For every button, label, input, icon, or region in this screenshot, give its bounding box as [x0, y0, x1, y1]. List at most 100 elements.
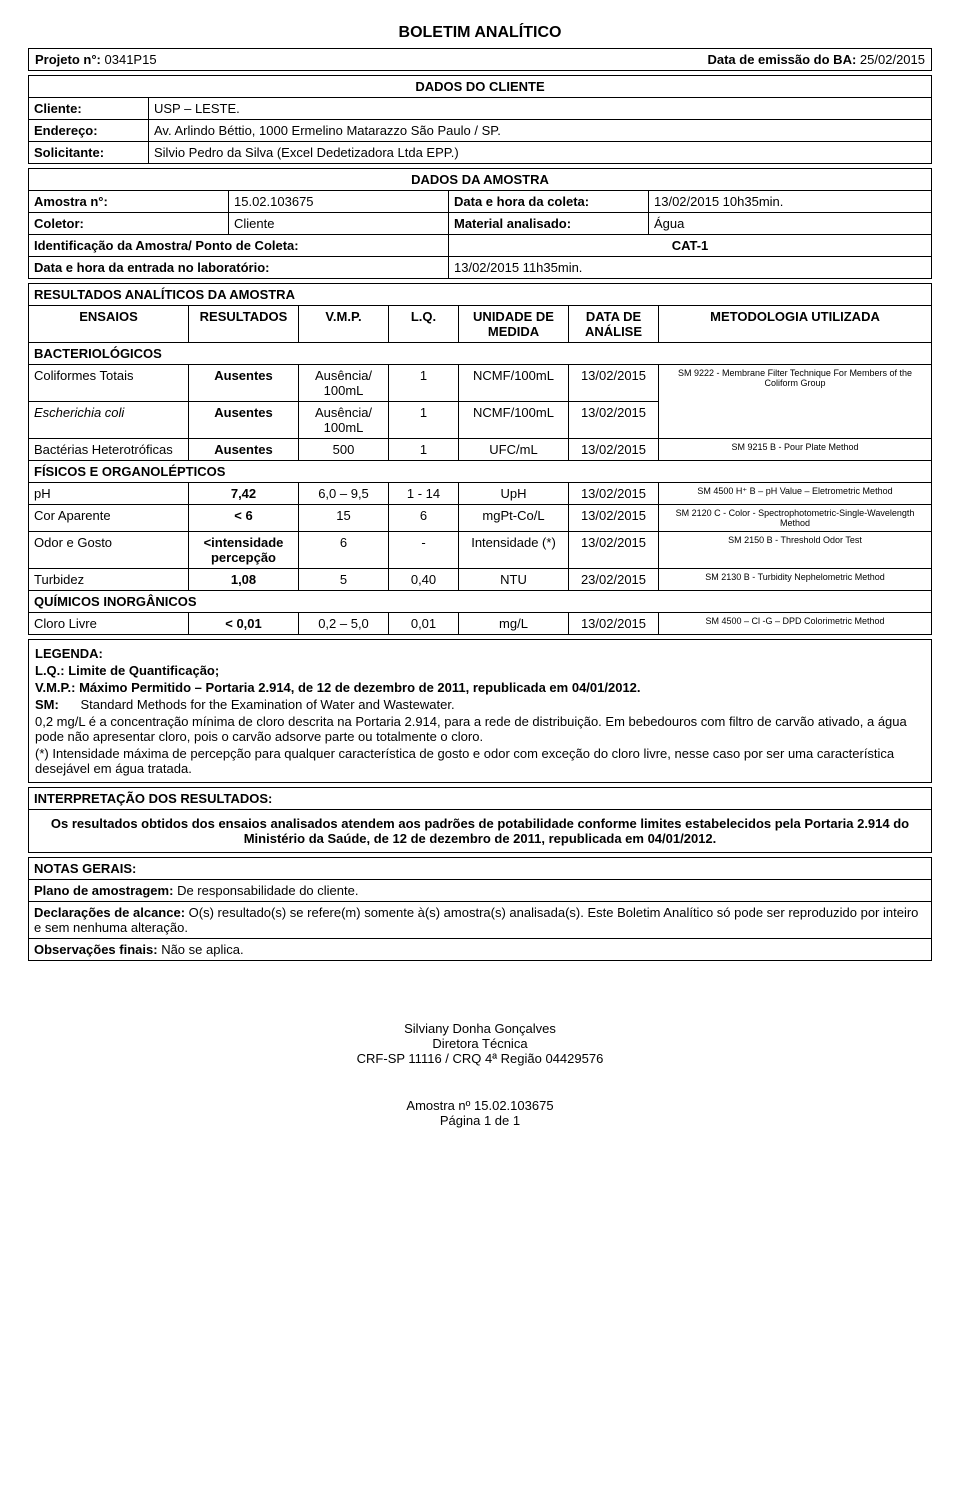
cell: < 0,01: [189, 613, 299, 635]
cell: NCMF/100mL: [459, 365, 569, 402]
cell: 6,0 – 9,5: [299, 483, 389, 505]
cell: Ausentes: [189, 365, 299, 402]
cell-method: SM 2150 B - Threshold Odor Test: [659, 532, 932, 569]
cell: 5: [299, 569, 389, 591]
group-bact: BACTERIOLÓGICOS: [29, 343, 932, 365]
signature-block: Silviany Donha Gonçalves Diretora Técnic…: [28, 1021, 932, 1066]
decl-label: Declarações de alcance:: [34, 905, 185, 920]
cell: 1,08: [189, 569, 299, 591]
notes-plan: Plano de amostragem: De responsabilidade…: [29, 880, 932, 902]
footer-sample: Amostra nº 15.02.103675: [28, 1098, 932, 1113]
cell-method: SM 2130 B - Turbidity Nephelometric Meth…: [659, 569, 932, 591]
doc-title: BOLETIM ANALÍTICO: [28, 24, 932, 42]
table-row: pH 7,42 6,0 – 9,5 1 - 14 UpH 13/02/2015 …: [29, 483, 932, 505]
emission-label: Data de emissão do BA:: [707, 52, 856, 67]
plan-label: Plano de amostragem:: [34, 883, 173, 898]
collection-dt-value: 13/02/2015 10h35min.: [649, 191, 932, 213]
group-chem: QUÍMICOS INORGÂNICOS: [29, 591, 932, 613]
notes-title: NOTAS GERAIS:: [29, 858, 932, 880]
th-lq: L.Q.: [389, 306, 459, 343]
cell: NCMF/100mL: [459, 402, 569, 439]
results-table: RESULTADOS ANALÍTICOS DA AMOSTRA ENSAIOS…: [28, 283, 932, 635]
project-label: Projeto n°:: [35, 52, 101, 67]
notes-table: NOTAS GERAIS: Plano de amostragem: De re…: [28, 857, 932, 961]
cell: 13/02/2015: [569, 365, 659, 402]
interpretation-table: INTERPRETAÇÃO DOS RESULTADOS: Os resulta…: [28, 787, 932, 853]
cell: 13/02/2015: [569, 439, 659, 461]
cell: 13/02/2015: [569, 505, 659, 532]
cell: Coliformes Totais: [29, 365, 189, 402]
material-label: Material analisado:: [449, 213, 649, 235]
cell: Ausentes: [189, 402, 299, 439]
obs-label: Observações finais:: [34, 942, 158, 957]
sig-name: Silviany Donha Gonçalves: [28, 1021, 932, 1036]
legend-sm-text: Standard Methods for the Examination of …: [81, 697, 455, 712]
lab-entry-value: 13/02/2015 11h35min.: [449, 257, 932, 279]
sample-section-header: DADOS DA AMOSTRA: [29, 169, 932, 191]
table-row: Odor e Gosto <intensidade percepção 6 - …: [29, 532, 932, 569]
sample-table: DADOS DA AMOSTRA Amostra n°: 15.02.10367…: [28, 168, 932, 279]
group-phys: FÍSICOS E ORGANOLÉPTICOS: [29, 461, 932, 483]
th-resultados: RESULTADOS: [189, 306, 299, 343]
legend-sm-label: SM:: [35, 697, 59, 712]
table-row: Turbidez 1,08 5 0,40 NTU 23/02/2015 SM 2…: [29, 569, 932, 591]
address-label: Endereço:: [29, 120, 149, 142]
legend-p1: 0,2 mg/L é a concentração mínima de clor…: [35, 714, 925, 744]
cell: 0,2 – 5,0: [299, 613, 389, 635]
cell: Odor e Gosto: [29, 532, 189, 569]
interpretation-title: INTERPRETAÇÃO DOS RESULTADOS:: [29, 788, 932, 810]
cell: Ausência/ 100mL: [299, 402, 389, 439]
address-value: Av. Arlindo Béttio, 1000 Ermelino Matara…: [149, 120, 932, 142]
material-value: Água: [649, 213, 932, 235]
cell: 13/02/2015: [569, 532, 659, 569]
results-section-header: RESULTADOS ANALÍTICOS DA AMOSTRA: [29, 284, 932, 306]
cell: mg/L: [459, 613, 569, 635]
th-ensaios: ENSAIOS: [29, 306, 189, 343]
interpretation-text: Os resultados obtidos dos ensaios analis…: [29, 810, 932, 853]
cell: 13/02/2015: [569, 402, 659, 439]
cell-method: SM 2120 C - Color - Spectrophotometric-S…: [659, 505, 932, 532]
header-row: Projeto n°: 0341P15 Data de emissão do B…: [28, 48, 932, 71]
notes-obs: Observações finais: Não se aplica.: [29, 939, 932, 961]
sample-id-label: Identificação da Amostra/ Ponto de Colet…: [29, 235, 449, 257]
notes-decl: Declarações de alcance: O(s) resultado(s…: [29, 902, 932, 939]
cell-method: SM 9215 B - Pour Plate Method: [659, 439, 932, 461]
cell: 0,40: [389, 569, 459, 591]
cell: 1 - 14: [389, 483, 459, 505]
cell: Intensidade (*): [459, 532, 569, 569]
th-vmp: V.M.P.: [299, 306, 389, 343]
client-value: USP – LESTE.: [149, 98, 932, 120]
requester-value: Silvio Pedro da Silva (Excel Dedetizador…: [149, 142, 932, 164]
collector-value: Cliente: [229, 213, 449, 235]
emission-value: 25/02/2015: [860, 52, 925, 67]
cell: 6: [299, 532, 389, 569]
th-method: METODOLOGIA UTILIZADA: [659, 306, 932, 343]
cell: Ausência/ 100mL: [299, 365, 389, 402]
cell: <intensidade percepção: [189, 532, 299, 569]
cell: 6: [389, 505, 459, 532]
sample-id-value: CAT-1: [449, 235, 932, 257]
client-table: DADOS DO CLIENTE Cliente: USP – LESTE. E…: [28, 75, 932, 164]
legend-box: LEGENDA: L.Q.: Limite de Quantificação; …: [28, 639, 932, 783]
cell: 500: [299, 439, 389, 461]
client-label: Cliente:: [29, 98, 149, 120]
table-row: Cloro Livre < 0,01 0,2 – 5,0 0,01 mg/L 1…: [29, 613, 932, 635]
collection-dt-label: Data e hora da coleta:: [449, 191, 649, 213]
obs-text: Não se aplica.: [161, 942, 243, 957]
cell: pH: [29, 483, 189, 505]
legend-lq: L.Q.: Limite de Quantificação;: [35, 663, 219, 678]
collector-label: Coletor:: [29, 213, 229, 235]
cell-method: SM 9222 - Membrane Filter Technique For …: [659, 365, 932, 439]
sig-role: Diretora Técnica: [28, 1036, 932, 1051]
lab-entry-label: Data e hora da entrada no laboratório:: [29, 257, 449, 279]
sample-no-value: 15.02.103675: [229, 191, 449, 213]
legend-title: LEGENDA:: [35, 646, 925, 661]
th-date: DATA DE ANÁLISE: [569, 306, 659, 343]
cell-method: SM 4500 H⁺ B – pH Value – Eletrometric M…: [659, 483, 932, 505]
cell: Escherichia coli: [29, 402, 189, 439]
cell: 1: [389, 402, 459, 439]
cell: Cor Aparente: [29, 505, 189, 532]
plan-text: De responsabilidade do cliente.: [177, 883, 358, 898]
cell: Turbidez: [29, 569, 189, 591]
footer-block: Amostra nº 15.02.103675 Página 1 de 1: [28, 1098, 932, 1128]
